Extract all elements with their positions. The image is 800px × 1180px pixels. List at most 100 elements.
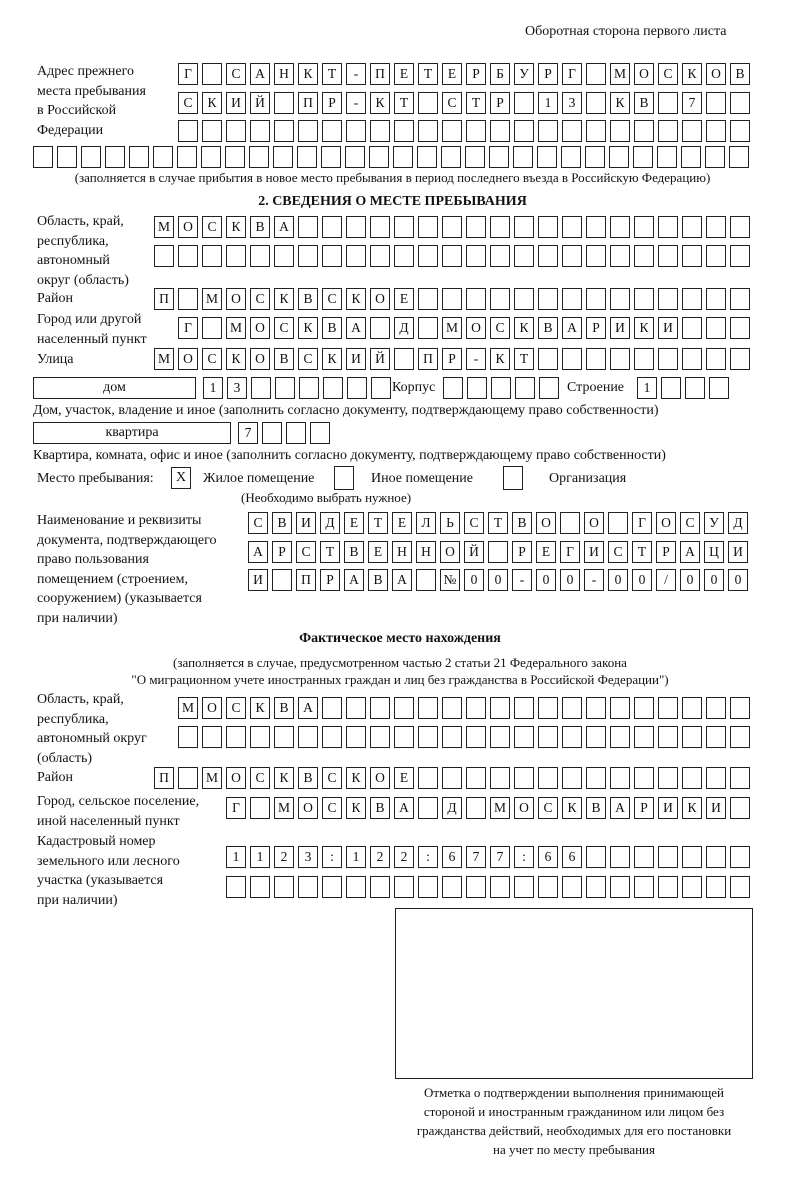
char-cell[interactable]: 6 — [538, 846, 558, 868]
char-cell[interactable] — [610, 245, 630, 267]
char-cell[interactable]: 3 — [562, 92, 582, 114]
char-cell[interactable]: Е — [394, 63, 414, 85]
char-cell[interactable] — [610, 846, 630, 868]
char-cell[interactable] — [586, 846, 606, 868]
char-cell[interactable] — [658, 216, 678, 238]
char-cell[interactable] — [442, 726, 462, 748]
char-cell[interactable] — [538, 348, 558, 370]
char-cell[interactable] — [514, 697, 534, 719]
char-cell[interactable] — [730, 846, 750, 868]
char-cell[interactable]: М — [442, 317, 462, 339]
char-cell[interactable] — [417, 146, 437, 168]
char-cell[interactable]: О — [370, 767, 390, 789]
char-cell[interactable] — [202, 317, 222, 339]
char-cell[interactable] — [370, 245, 390, 267]
char-cell[interactable] — [562, 120, 582, 142]
char-cell[interactable]: В — [730, 63, 750, 85]
char-cell[interactable]: С — [322, 288, 342, 310]
char-cell[interactable] — [562, 726, 582, 748]
char-cell[interactable] — [562, 697, 582, 719]
char-cell[interactable] — [299, 377, 319, 399]
char-cell[interactable]: - — [466, 348, 486, 370]
char-cell[interactable] — [178, 120, 198, 142]
char-cell[interactable] — [178, 245, 198, 267]
char-cell[interactable]: К — [346, 767, 366, 789]
char-cell[interactable]: О — [202, 697, 222, 719]
char-cell[interactable] — [706, 726, 726, 748]
char-cell[interactable]: Е — [392, 512, 412, 534]
char-cell[interactable] — [226, 245, 246, 267]
char-cell[interactable]: С — [202, 216, 222, 238]
char-cell[interactable] — [538, 767, 558, 789]
char-cell[interactable]: К — [682, 797, 702, 819]
char-cell[interactable] — [538, 288, 558, 310]
char-cell[interactable]: А — [394, 797, 414, 819]
char-cell[interactable]: М — [154, 348, 174, 370]
char-cell[interactable] — [706, 120, 726, 142]
char-cell[interactable] — [682, 245, 702, 267]
char-cell[interactable]: К — [610, 92, 630, 114]
char-cell[interactable]: В — [512, 512, 532, 534]
char-cell[interactable]: № — [440, 569, 460, 591]
char-cell[interactable] — [418, 245, 438, 267]
char-cell[interactable] — [538, 120, 558, 142]
char-cell[interactable]: В — [298, 288, 318, 310]
char-cell[interactable]: П — [296, 569, 316, 591]
char-cell[interactable]: Й — [464, 541, 484, 563]
char-cell[interactable]: Т — [514, 348, 534, 370]
char-cell[interactable]: : — [514, 846, 534, 868]
char-cell[interactable]: О — [706, 63, 726, 85]
char-cell[interactable] — [705, 146, 725, 168]
char-cell[interactable] — [658, 120, 678, 142]
char-cell[interactable] — [514, 120, 534, 142]
char-cell[interactable]: В — [272, 512, 292, 534]
char-cell[interactable]: Р — [272, 541, 292, 563]
char-cell[interactable] — [730, 92, 750, 114]
char-cell[interactable]: 7 — [466, 846, 486, 868]
char-cell[interactable] — [709, 377, 729, 399]
char-cell[interactable]: П — [298, 92, 318, 114]
char-cell[interactable] — [490, 876, 510, 898]
char-cell[interactable] — [537, 146, 557, 168]
char-cell[interactable]: Й — [370, 348, 390, 370]
char-cell[interactable]: Е — [394, 288, 414, 310]
char-cell[interactable] — [538, 726, 558, 748]
char-cell[interactable] — [657, 146, 677, 168]
char-cell[interactable] — [178, 288, 198, 310]
char-cell[interactable]: Т — [466, 92, 486, 114]
char-cell[interactable] — [467, 377, 487, 399]
char-cell[interactable] — [418, 767, 438, 789]
char-cell[interactable] — [346, 245, 366, 267]
char-cell[interactable]: А — [344, 569, 364, 591]
char-cell[interactable]: Т — [418, 63, 438, 85]
char-cell[interactable] — [442, 697, 462, 719]
char-cell[interactable] — [298, 876, 318, 898]
char-cell[interactable] — [514, 767, 534, 789]
char-cell[interactable] — [730, 216, 750, 238]
char-cell[interactable]: С — [464, 512, 484, 534]
prev-address-row-3[interactable] — [178, 120, 754, 142]
char-cell[interactable] — [706, 697, 726, 719]
char-cell[interactable] — [562, 876, 582, 898]
char-cell[interactable]: Д — [442, 797, 462, 819]
char-cell[interactable] — [682, 876, 702, 898]
char-cell[interactable]: С — [250, 288, 270, 310]
char-cell[interactable]: С — [490, 317, 510, 339]
char-cell[interactable] — [682, 288, 702, 310]
char-cell[interactable] — [466, 876, 486, 898]
char-cell[interactable]: Г — [178, 63, 198, 85]
char-cell[interactable] — [272, 569, 292, 591]
char-cell[interactable]: 1 — [250, 846, 270, 868]
char-cell[interactable] — [586, 876, 606, 898]
char-cell[interactable] — [298, 216, 318, 238]
char-cell[interactable] — [370, 120, 390, 142]
char-cell[interactable]: И — [658, 317, 678, 339]
char-cell[interactable] — [416, 569, 436, 591]
char-cell[interactable] — [586, 288, 606, 310]
char-cell[interactable]: С — [202, 348, 222, 370]
char-cell[interactable]: 0 — [464, 569, 484, 591]
char-cell[interactable] — [490, 726, 510, 748]
char-cell[interactable] — [560, 512, 580, 534]
char-cell[interactable] — [586, 92, 606, 114]
